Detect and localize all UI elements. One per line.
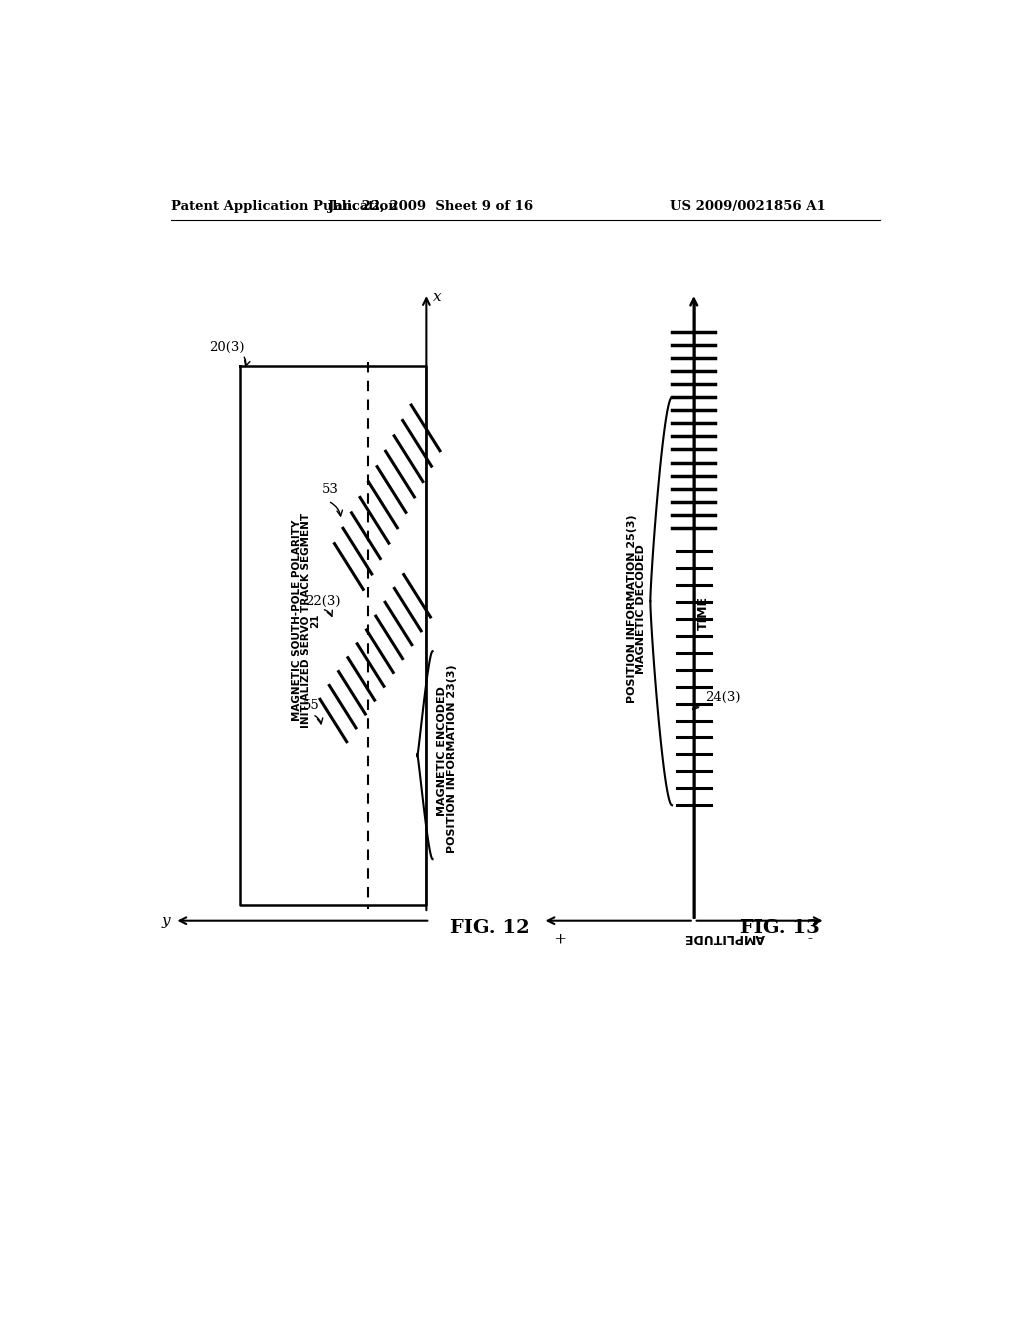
- Text: 53: 53: [322, 483, 339, 496]
- Text: FIG. 12: FIG. 12: [450, 920, 529, 937]
- Text: MAGNETIC ENCODED: MAGNETIC ENCODED: [437, 686, 446, 816]
- Text: Jan. 22, 2009  Sheet 9 of 16: Jan. 22, 2009 Sheet 9 of 16: [328, 199, 532, 213]
- Text: AMPLITUDE: AMPLITUDE: [684, 931, 765, 944]
- Text: y: y: [162, 913, 171, 928]
- Text: 55: 55: [302, 698, 319, 711]
- Text: MAGNETIC SOUTH-POLE POLARITY: MAGNETIC SOUTH-POLE POLARITY: [292, 520, 302, 721]
- Text: x: x: [432, 290, 441, 304]
- Text: TIME: TIME: [696, 595, 710, 630]
- Text: 24(3): 24(3): [706, 690, 741, 704]
- Text: MAGNETIC DECODED: MAGNETIC DECODED: [636, 544, 646, 673]
- Text: 21: 21: [310, 614, 321, 627]
- Text: 20(3): 20(3): [209, 341, 245, 354]
- Text: POSITION INFORMATION 23(3): POSITION INFORMATION 23(3): [446, 665, 457, 853]
- Text: INITIALIZED SERVO TRACK SEGMENT: INITIALIZED SERVO TRACK SEGMENT: [301, 513, 311, 727]
- Text: 22(3): 22(3): [305, 594, 340, 607]
- Text: FIG. 13: FIG. 13: [740, 920, 820, 937]
- Text: +: +: [552, 929, 564, 942]
- Text: US 2009/0021856 A1: US 2009/0021856 A1: [671, 199, 826, 213]
- Text: POSITION INFORMATION 25(3): POSITION INFORMATION 25(3): [627, 515, 637, 704]
- Text: Patent Application Publication: Patent Application Publication: [171, 199, 397, 213]
- Text: -: -: [808, 929, 813, 942]
